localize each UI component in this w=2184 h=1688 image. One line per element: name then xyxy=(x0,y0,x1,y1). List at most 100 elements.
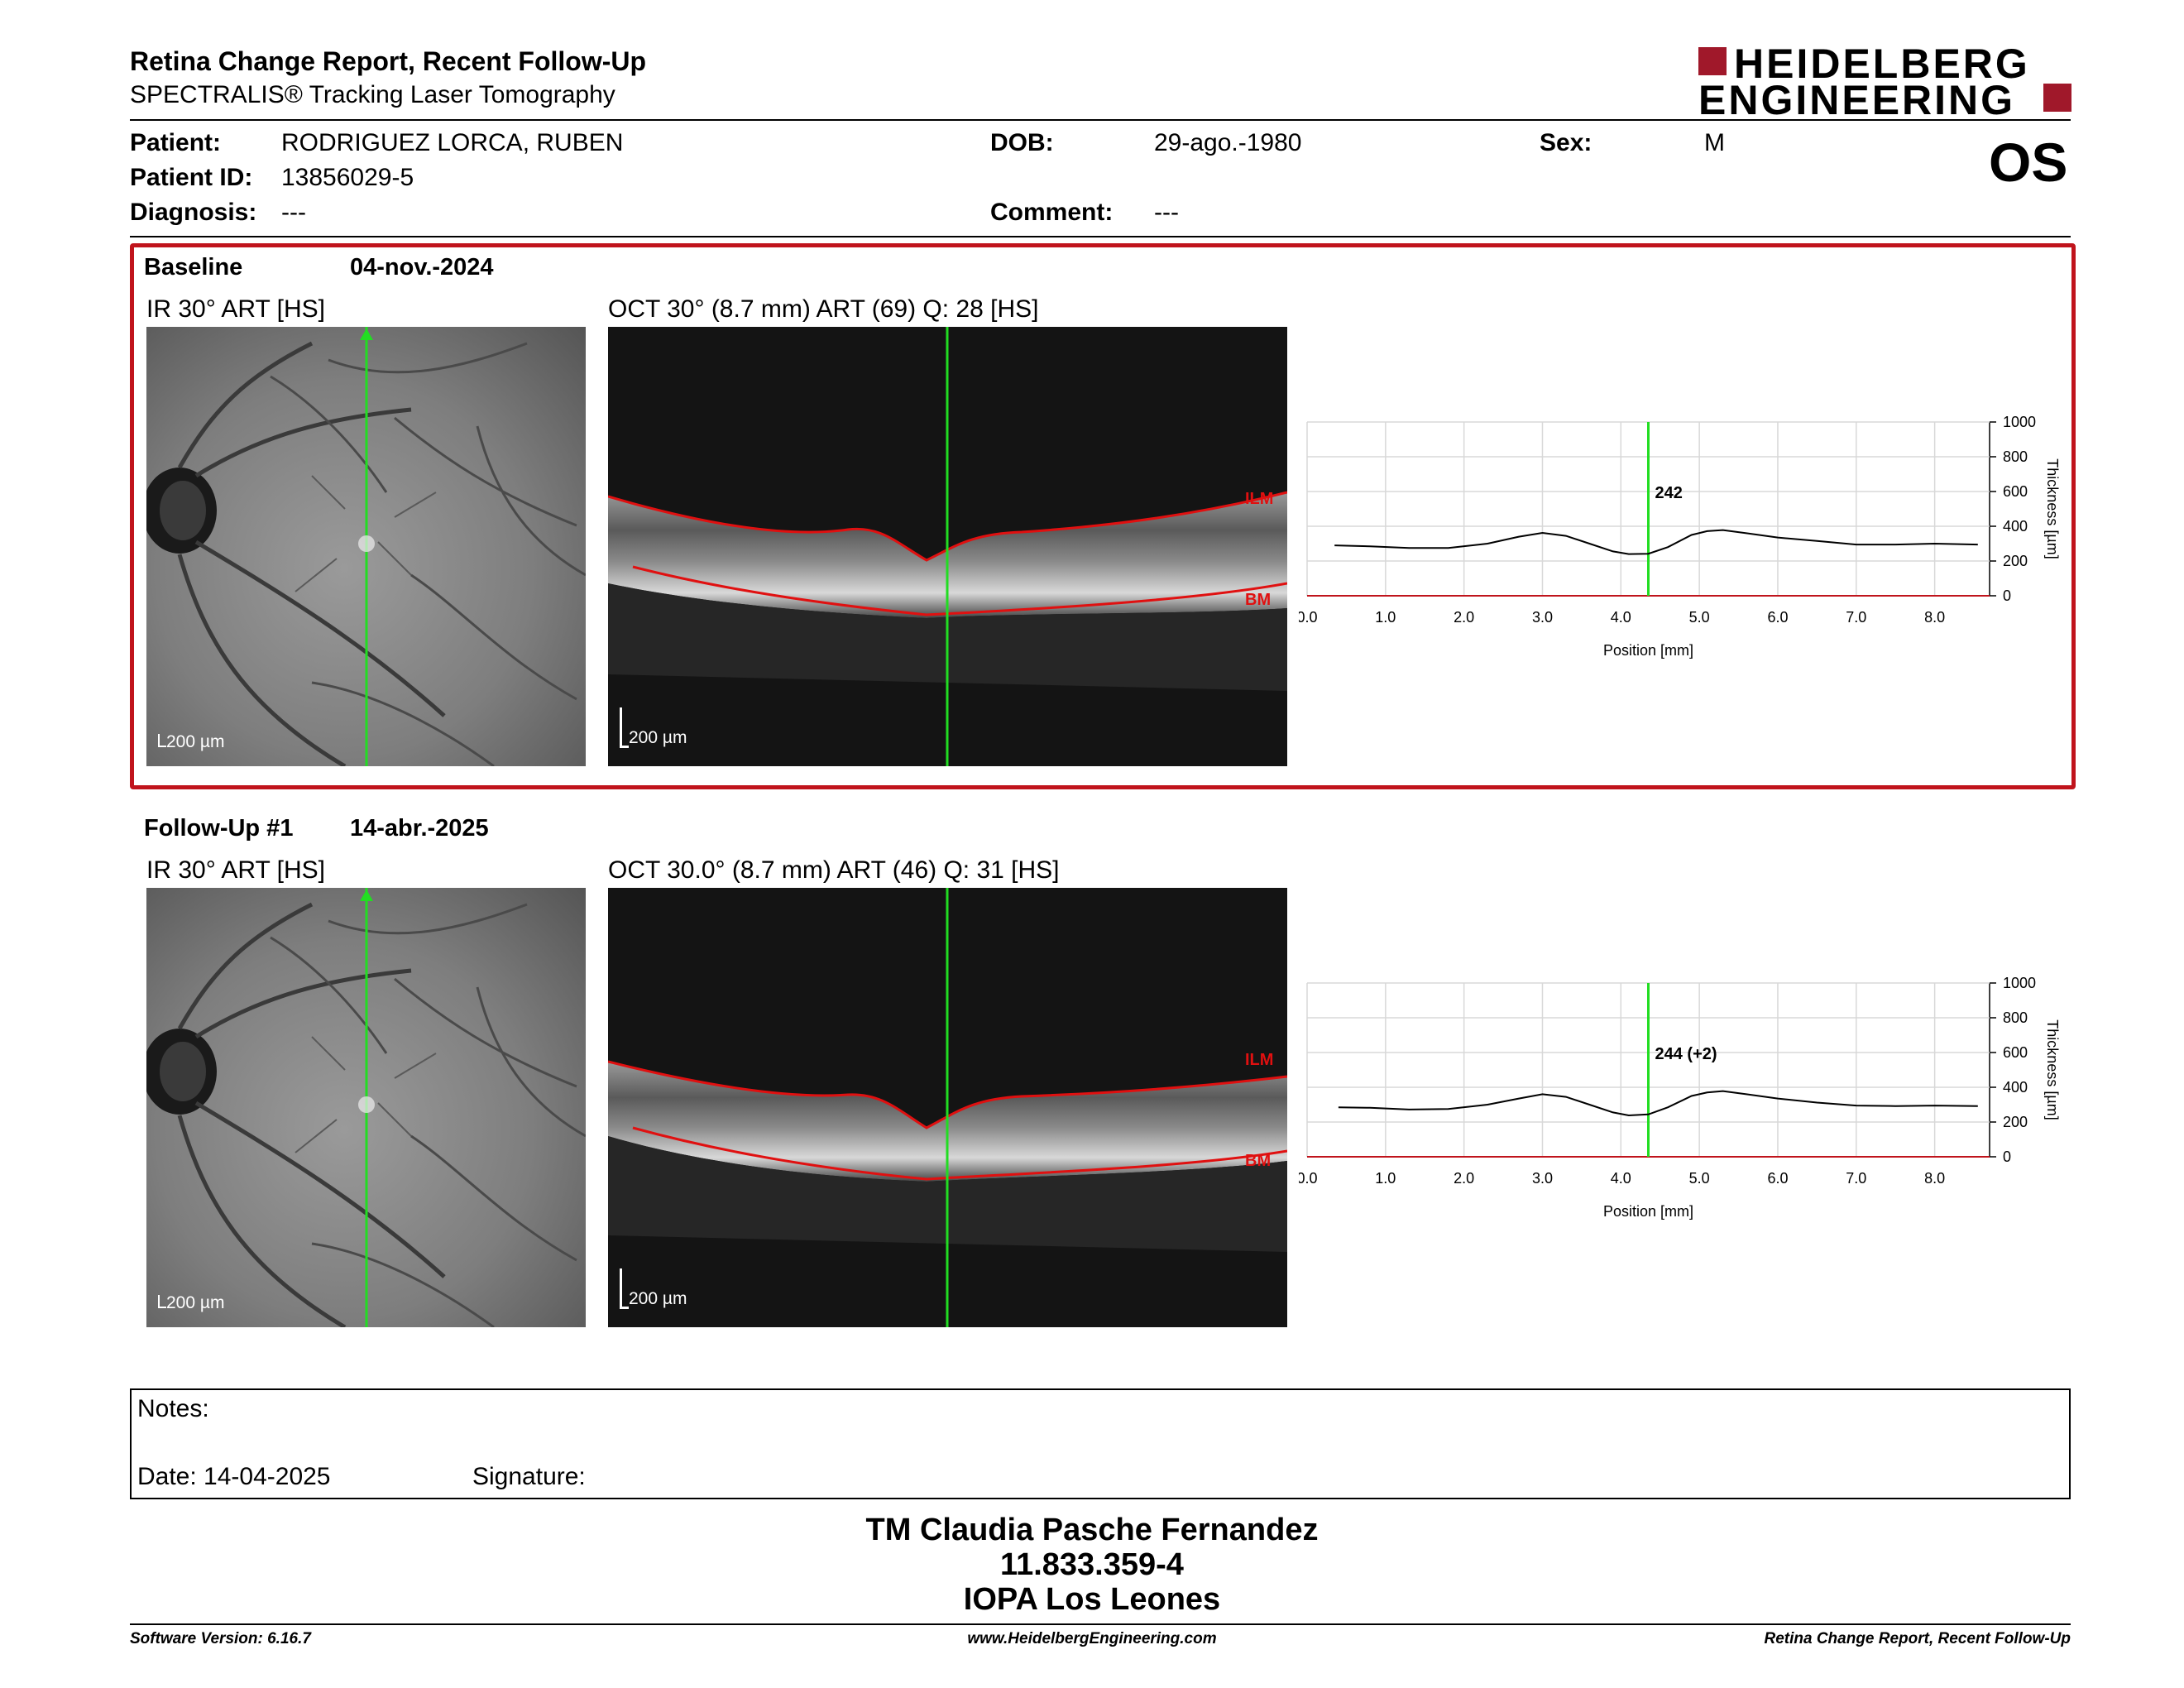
notes-date: Date: 14-04-2025 xyxy=(137,1463,331,1490)
followup-ir-scale-text: 200 µm xyxy=(166,1293,225,1312)
logo-block-left xyxy=(1698,47,1727,75)
x-tick-label: 3.0 xyxy=(1532,1170,1553,1187)
followup-oct-image: ILM BM 200 µm xyxy=(608,888,1287,1327)
ilm-line xyxy=(608,1060,1287,1129)
bm-label: BM xyxy=(1245,1152,1271,1170)
y-tick-label: 1000 xyxy=(2003,975,2036,991)
signer-id: 11.833.359-4 xyxy=(1000,1547,1184,1582)
ilm-label: ILM xyxy=(1245,490,1273,508)
notes-box[interactable]: Notes: Date: 14-04-2025 Signature: xyxy=(130,1388,2071,1499)
header-rule xyxy=(130,119,2071,121)
patient-id-value: 13856029-5 xyxy=(281,164,414,191)
y-tick-label: 600 xyxy=(2003,1044,2028,1061)
patient-id-label: Patient ID: xyxy=(130,164,253,191)
website-link[interactable]: www.HeidelbergEngineering.com xyxy=(967,1630,1217,1647)
sex-value: M xyxy=(1704,129,1725,156)
ilm-line xyxy=(608,491,1287,562)
marker-value-label: 242 xyxy=(1655,484,1683,502)
y-tick-label: 800 xyxy=(2003,1009,2028,1026)
y-tick-label: 0 xyxy=(2003,1149,2011,1165)
comment-label: Comment: xyxy=(990,199,1114,226)
followup-oct-svg: ILM BM xyxy=(608,888,1287,1327)
y-tick-label: 200 xyxy=(2003,1114,2028,1130)
x-tick-label: 6.0 xyxy=(1767,609,1788,626)
baseline-date: 04-nov.-2024 xyxy=(350,254,494,281)
x-tick-label: 2.0 xyxy=(1454,609,1474,626)
y-tick-label: 400 xyxy=(2003,1079,2028,1096)
y-tick-label: 800 xyxy=(2003,448,2028,465)
followup-oct-scale: 200 µm xyxy=(620,1268,687,1309)
followup-label: Follow-Up #1 xyxy=(144,815,294,842)
y-tick-label: 200 xyxy=(2003,553,2028,569)
baseline-ir-scale: 200 µm xyxy=(158,732,224,752)
ilm-label: ILM xyxy=(1245,1051,1273,1069)
x-tick-label: 7.0 xyxy=(1846,609,1866,626)
x-tick-label: 8.0 xyxy=(1924,609,1945,626)
x-tick-label: 4.0 xyxy=(1611,609,1631,626)
baseline-oct-image: ILM BM 200 µm xyxy=(608,327,1287,766)
diagnosis-value: --- xyxy=(281,199,306,226)
followup-ir-scale: 200 µm xyxy=(158,1293,224,1313)
baseline-oct-svg: ILM BM xyxy=(608,327,1287,766)
bm-line xyxy=(632,565,1287,616)
baseline-thickness-chart: 0.0 1.0 2.0 3.0 4.0 5.0 6.0 7.0 8.0 0 200 400 600 800… xyxy=(1299,414,2061,659)
dob-value: 29-ago.-1980 xyxy=(1154,129,1302,156)
patient-rule xyxy=(130,236,2071,237)
software-version: Software Version: 6.16.7 xyxy=(130,1630,311,1647)
followup-ir-image: 200 µm xyxy=(146,888,586,1327)
x-tick-label: 8.0 xyxy=(1924,1170,1945,1187)
scan-arrow xyxy=(360,328,373,340)
x-tick-label: 6.0 xyxy=(1767,1170,1788,1187)
thickness-series-line xyxy=(1338,1090,1978,1117)
logo-block-right xyxy=(2043,84,2071,112)
y-axis-label: Thickness [µm] xyxy=(2044,1019,2061,1120)
report-subtitle: SPECTRALIS® Tracking Laser Tomography xyxy=(130,81,615,108)
bm-line xyxy=(632,1126,1287,1181)
baseline-oct-scale-text: 200 µm xyxy=(629,728,687,747)
x-tick-label: 5.0 xyxy=(1689,1170,1710,1187)
x-axis-label: Position [mm] xyxy=(1603,1203,1693,1220)
x-tick-label: 0.0 xyxy=(1299,609,1318,626)
thickness-series-line xyxy=(1334,529,1978,555)
bm-label: BM xyxy=(1245,591,1271,609)
baseline-ir-scale-text: 200 µm xyxy=(166,732,225,751)
patient-value: RODRIGUEZ LORCA, RUBEN xyxy=(281,129,624,156)
logo-line-1: HEIDELBERG xyxy=(1734,41,2030,87)
x-tick-label: 1.0 xyxy=(1375,609,1396,626)
followup-oct-title: OCT 30.0° (8.7 mm) ART (46) Q: 31 [HS] xyxy=(608,856,1060,884)
logo-line-2: ENGINEERING xyxy=(1698,77,2016,123)
sex-label: Sex: xyxy=(1540,129,1592,156)
y-tick-label: 1000 xyxy=(2003,414,2036,430)
comment-value: --- xyxy=(1154,199,1179,226)
scan-arrow xyxy=(360,890,373,901)
x-tick-label: 7.0 xyxy=(1846,1170,1866,1187)
y-tick-label: 0 xyxy=(2003,587,2011,604)
y-axis-label: Thickness [µm] xyxy=(2044,458,2061,559)
dob-label: DOB: xyxy=(990,129,1054,156)
baseline-fundus-vessels xyxy=(146,327,586,766)
marker-value-label: 244 (+2) xyxy=(1655,1045,1717,1063)
x-tick-label: 3.0 xyxy=(1532,609,1553,626)
eye-indicator: OS xyxy=(1989,132,2068,193)
patient-label: Patient: xyxy=(130,129,222,156)
followup-thickness-chart: 0.0 1.0 2.0 3.0 4.0 5.0 6.0 7.0 8.0 0 200 400 600 800… xyxy=(1299,975,2061,1220)
baseline-oct-title: OCT 30° (8.7 mm) ART (69) Q: 28 [HS] xyxy=(608,295,1039,323)
report-title: Retina Change Report, Recent Follow-Up xyxy=(130,46,647,76)
baseline-ir-title: IR 30° ART [HS] xyxy=(146,295,325,323)
y-tick-label: 600 xyxy=(2003,483,2028,500)
x-tick-label: 1.0 xyxy=(1375,1170,1396,1187)
x-tick-label: 2.0 xyxy=(1454,1170,1474,1187)
notes-signature: Signature: xyxy=(472,1463,586,1490)
followup-fundus-vessels xyxy=(146,888,586,1327)
x-tick-label: 5.0 xyxy=(1689,609,1710,626)
signer-clinic: IOPA Los Leones xyxy=(963,1582,1221,1617)
signer-name: TM Claudia Pasche Fernandez xyxy=(865,1513,1319,1547)
followup-date: 14-abr.-2025 xyxy=(350,815,489,842)
x-axis-label: Position [mm] xyxy=(1603,642,1693,659)
followup-oct-scale-text: 200 µm xyxy=(629,1289,687,1308)
fovea-marker xyxy=(358,535,375,552)
baseline-oct-scale: 200 µm xyxy=(620,707,687,748)
notes-label: Notes: xyxy=(137,1395,209,1422)
followup-ir-title: IR 30° ART [HS] xyxy=(146,856,325,884)
report-name-footer: Retina Change Report, Recent Follow-Up xyxy=(1764,1630,2071,1647)
